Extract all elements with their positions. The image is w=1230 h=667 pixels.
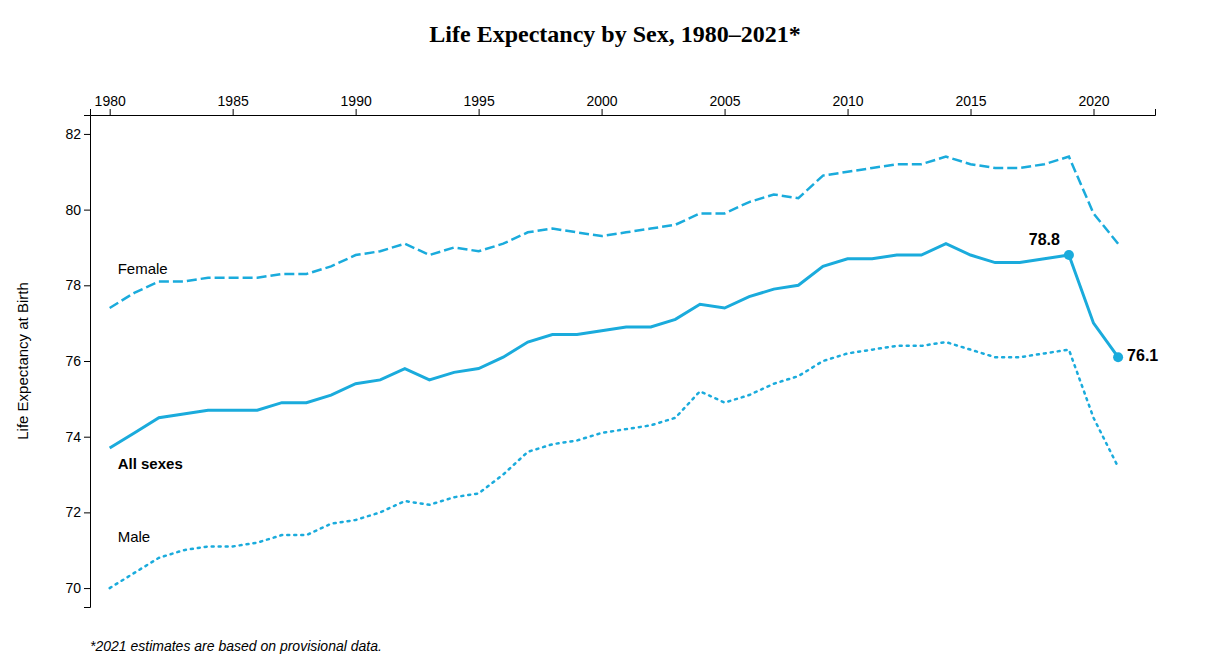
x-tick-label: 2005 xyxy=(709,93,740,109)
y-tick-mark xyxy=(84,285,90,286)
x-tick-mark xyxy=(479,109,480,115)
x-tick-label: 2020 xyxy=(1078,93,1109,109)
y-tick: 74 xyxy=(65,429,90,445)
x-tick-mark xyxy=(725,109,726,115)
series-label: All sexes xyxy=(118,455,183,472)
x-tick: 2020 xyxy=(1078,93,1109,115)
series-line xyxy=(110,244,1118,448)
series-line xyxy=(110,342,1118,588)
x-tick-mark xyxy=(233,109,234,115)
x-tick-mark xyxy=(602,109,603,115)
x-tick: 1980 xyxy=(95,93,126,115)
x-tick-mark xyxy=(356,109,357,115)
y-tick: 82 xyxy=(65,126,90,142)
x-tick: 1995 xyxy=(464,93,495,115)
y-tick-label: 82 xyxy=(65,126,81,142)
y-tick-mark xyxy=(84,512,90,513)
x-axis: 1980 1985 1990 1995 2000 2005 2010 2015 2020 xyxy=(91,93,1156,116)
y-axis-line xyxy=(84,116,91,608)
x-tick-mark xyxy=(110,109,111,115)
x-tick-mark xyxy=(971,109,972,115)
y-tick: 76 xyxy=(65,353,90,369)
x-tick-label: 1990 xyxy=(341,93,372,109)
y-tick-label: 80 xyxy=(65,202,81,218)
x-axis-line xyxy=(91,109,1156,116)
x-tick: 1990 xyxy=(341,93,372,115)
x-tick-label: 2015 xyxy=(955,93,986,109)
footnote: *2021 estimates are based on provisional… xyxy=(90,638,382,654)
y-tick: 70 xyxy=(65,580,90,596)
y-tick-mark xyxy=(84,134,90,135)
y-tick-label: 70 xyxy=(65,580,81,596)
y-tick: 78 xyxy=(65,277,90,293)
x-tick-mark xyxy=(848,109,849,115)
y-tick: 72 xyxy=(65,504,90,520)
y-tick-label: 72 xyxy=(65,504,81,520)
y-tick: 80 xyxy=(65,202,90,218)
y-tick-mark xyxy=(84,210,90,211)
x-tick-mark xyxy=(1094,109,1095,115)
x-tick: 2010 xyxy=(832,93,863,115)
x-tick-label: 1980 xyxy=(95,93,126,109)
x-tick-label: 1985 xyxy=(218,93,249,109)
y-tick-mark xyxy=(84,361,90,362)
annotation: 78.8 xyxy=(1029,231,1060,248)
x-tick-label: 2000 xyxy=(587,93,618,109)
y-tick-mark xyxy=(84,437,90,438)
x-tick-label: 1995 xyxy=(464,93,495,109)
x-tick: 2005 xyxy=(709,93,740,115)
series-label: Female xyxy=(118,260,168,277)
annotation: 76.1 xyxy=(1127,347,1158,364)
x-tick: 1985 xyxy=(218,93,249,115)
series-line xyxy=(110,157,1118,308)
y-tick-mark xyxy=(84,588,90,589)
y-axis: 70 72 74 76 78 80 82 xyxy=(65,116,90,608)
series-label: Male xyxy=(118,528,151,545)
x-tick: 2015 xyxy=(955,93,986,115)
y-tick-label: 78 xyxy=(65,277,81,293)
title: Life Expectancy by Sex, 1980–2021* xyxy=(429,21,800,47)
annotation-dot xyxy=(1064,250,1074,260)
x-tick-label: 2010 xyxy=(832,93,863,109)
plot: 70 72 74 76 78 80 82 1980 1985 1990 1995 2000 2005 20… xyxy=(65,93,1158,608)
y-tick-label: 74 xyxy=(65,429,81,445)
annotation-dot xyxy=(1113,352,1123,362)
y-tick-label: 76 xyxy=(65,353,81,369)
x-tick: 2000 xyxy=(587,93,618,115)
texts: 78.8 76.1 Female All sexes Male xyxy=(118,231,1159,545)
y-axis-title: Life Expectancy at Birth xyxy=(14,282,31,440)
chart: Life Expectancy by Sex, 1980–2021* *2021 … xyxy=(0,0,1230,667)
marks xyxy=(110,157,1123,588)
